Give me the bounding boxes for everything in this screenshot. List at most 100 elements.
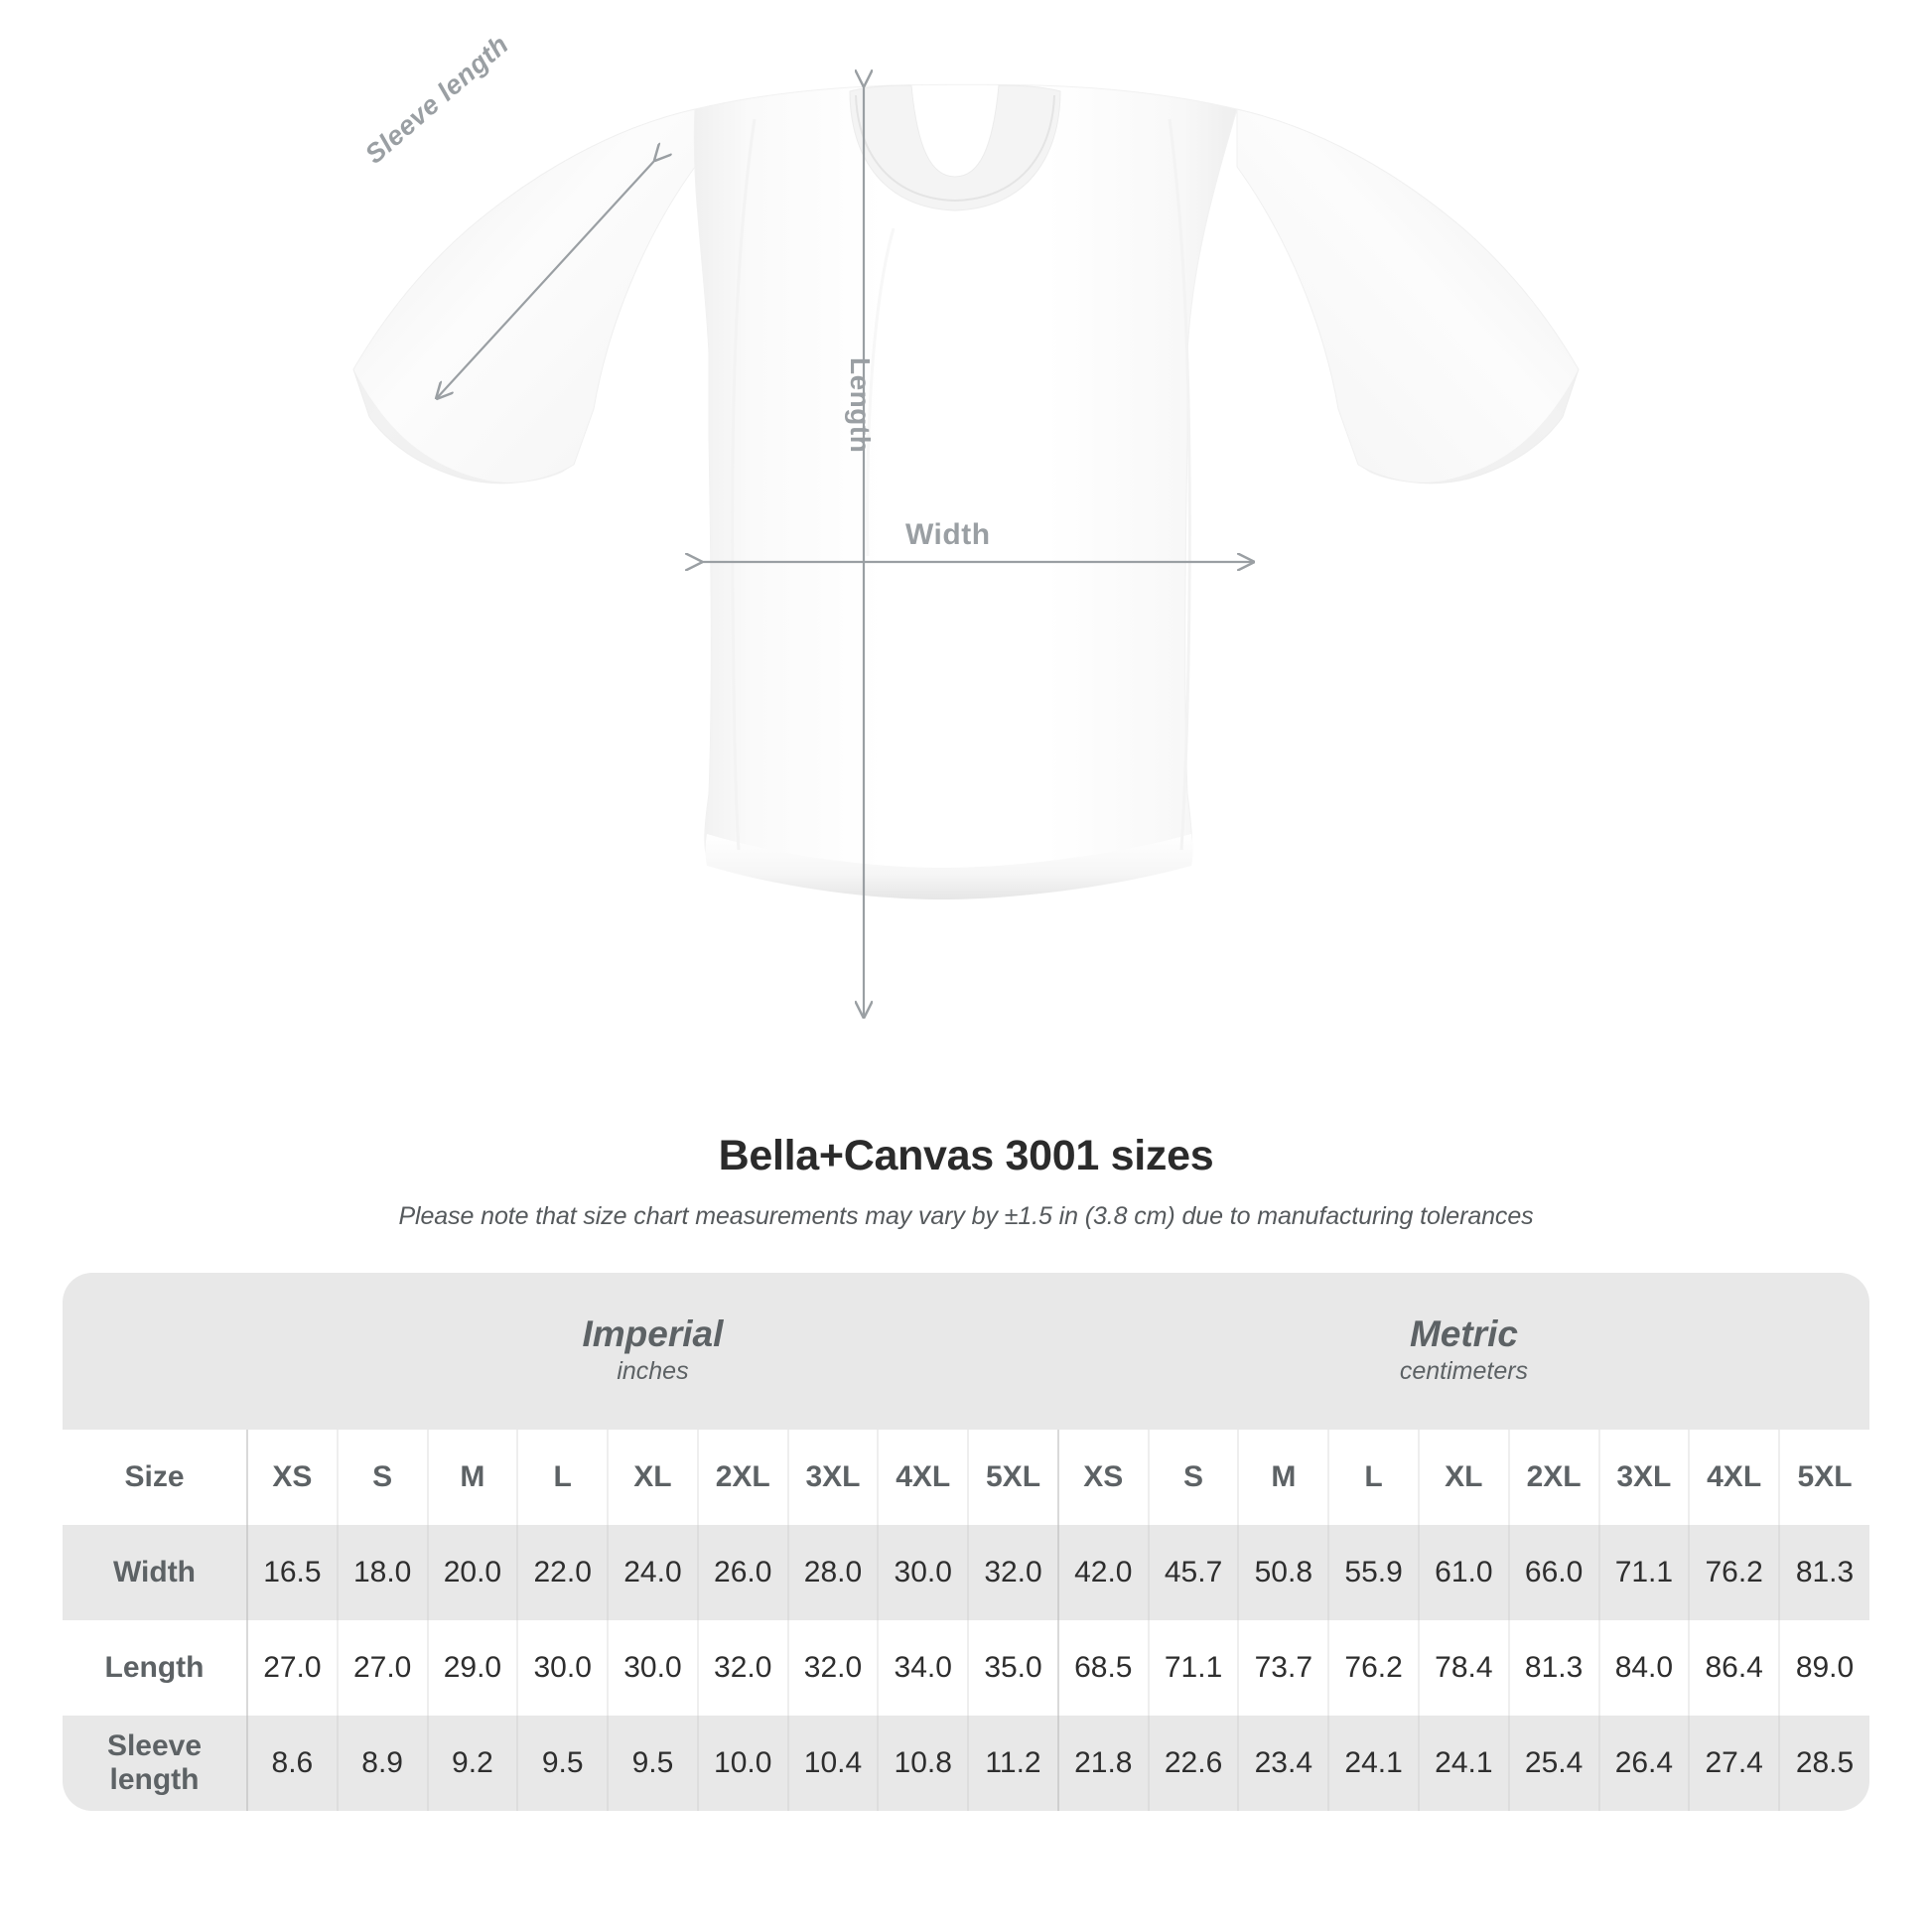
width-cell: 66.0 — [1507, 1525, 1599, 1620]
size-cell: S — [336, 1430, 428, 1525]
width-cell: 45.7 — [1147, 1525, 1239, 1620]
sleeve-length-cell: 25.4 — [1507, 1716, 1599, 1811]
size-cell: XL — [607, 1430, 698, 1525]
width-cell: 81.3 — [1778, 1525, 1869, 1620]
width-cell: 22.0 — [516, 1525, 609, 1620]
size-cell: S — [1147, 1430, 1239, 1525]
sleeve-length-cell: 11.2 — [967, 1716, 1058, 1811]
size-cell: 5XL — [1778, 1430, 1869, 1525]
length-label: Length — [845, 357, 876, 454]
length-cell: 35.0 — [967, 1620, 1058, 1716]
length-cell: 29.0 — [426, 1620, 518, 1716]
row-header-width: Width — [63, 1525, 247, 1620]
sleeve-length-cell: 21.8 — [1056, 1716, 1149, 1811]
width-cell: 71.1 — [1597, 1525, 1690, 1620]
left-sleeve — [352, 108, 696, 484]
row-header-length: Length — [63, 1620, 247, 1716]
width-cell: 28.0 — [786, 1525, 879, 1620]
sleeve-length-cell: 8.6 — [246, 1716, 338, 1811]
size-cell: 4XL — [1688, 1430, 1780, 1525]
width-cell: 24.0 — [607, 1525, 698, 1620]
width-cell: 30.0 — [877, 1525, 969, 1620]
sleeve-length-cell: 8.9 — [336, 1716, 428, 1811]
length-cell: 32.0 — [786, 1620, 879, 1716]
length-cell: 32.0 — [696, 1620, 788, 1716]
length-cell: 78.4 — [1417, 1620, 1509, 1716]
measurement-arrows — [437, 85, 1253, 1017]
unit-group-metric-name: Metric — [1409, 1312, 1518, 1354]
length-cell: 81.3 — [1507, 1620, 1599, 1716]
sleeve-length-cell: 9.2 — [426, 1716, 518, 1811]
length-cell: 84.0 — [1597, 1620, 1690, 1716]
width-cell: 16.5 — [246, 1525, 338, 1620]
sleeve-length-cell: 24.1 — [1327, 1716, 1419, 1811]
width-cell: 76.2 — [1688, 1525, 1780, 1620]
length-cell: 68.5 — [1056, 1620, 1149, 1716]
length-cell: 30.0 — [607, 1620, 698, 1716]
sleeve-length-cell: 24.1 — [1417, 1716, 1509, 1811]
size-cell: 4XL — [877, 1430, 969, 1525]
sleeve-length-arrow — [437, 160, 655, 398]
sleeve-length-cell: 10.0 — [696, 1716, 788, 1811]
size-cell: M — [1237, 1430, 1329, 1525]
size-cell: XL — [1417, 1430, 1509, 1525]
sleeve-length-cell: 10.8 — [877, 1716, 969, 1811]
length-cell: 34.0 — [877, 1620, 969, 1716]
size-cell: 2XL — [1507, 1430, 1599, 1525]
sleeve-length-cell: 10.4 — [786, 1716, 879, 1811]
unit-banner-spacer — [63, 1273, 247, 1430]
page-title: Bella+Canvas 3001 sizes — [718, 1132, 1214, 1179]
length-cell: 76.2 — [1327, 1620, 1419, 1716]
row-header-sleeve-length: Sleeve length — [63, 1716, 247, 1811]
size-cell: 5XL — [967, 1430, 1058, 1525]
width-cell: 32.0 — [967, 1525, 1058, 1620]
unit-group-imperial-sub: inches — [617, 1357, 689, 1386]
size-cell: M — [426, 1430, 518, 1525]
unit-group-metric: Metric centimeters — [1057, 1273, 1869, 1430]
shirt-shape — [352, 83, 1580, 899]
width-cell: 61.0 — [1417, 1525, 1509, 1620]
size-chart-table-container: Imperial inches Metric centimeters Size … — [63, 1273, 1869, 1811]
table-row-sleeve-length: Sleeve length 8.6 8.9 9.2 9.5 9.5 10.0 10.4 10.… — [63, 1716, 1869, 1811]
size-cell: XS — [1056, 1430, 1149, 1525]
size-header-row: Size XS S M L XL 2XL 3XL 4XL 5XL XS S M L XL 2XL 3XL 4XL… — [63, 1430, 1869, 1525]
unit-banner-row: Imperial inches Metric centimeters — [63, 1273, 1869, 1430]
size-cell: 3XL — [786, 1430, 879, 1525]
title-block: Bella+Canvas 3001 sizes Please note that… — [0, 1132, 1932, 1231]
table-row-length: Length 27.0 27.0 29.0 30.0 30.0 32.0 32.0 34.0 3… — [63, 1620, 1869, 1716]
length-cell: 71.1 — [1147, 1620, 1239, 1716]
tshirt-illustration — [352, 0, 1580, 1112]
unit-group-imperial: Imperial inches — [247, 1273, 1058, 1430]
page-subtitle: Please note that size chart measurements… — [398, 1202, 1534, 1230]
sleeve-length-cell: 9.5 — [516, 1716, 609, 1811]
width-label: Width — [905, 518, 991, 551]
size-cell: L — [516, 1430, 609, 1525]
size-chart-table: Imperial inches Metric centimeters Size … — [63, 1273, 1869, 1811]
width-cell: 55.9 — [1327, 1525, 1419, 1620]
tshirt-diagram: Sleeve length Length Width — [352, 0, 1580, 1112]
length-cell: 27.0 — [246, 1620, 338, 1716]
sleeve-length-cell: 28.5 — [1778, 1716, 1869, 1811]
row-header-size: Size — [63, 1430, 247, 1525]
size-cell: 3XL — [1597, 1430, 1690, 1525]
shirt-body — [693, 83, 1238, 891]
sleeve-length-cell: 22.6 — [1147, 1716, 1239, 1811]
width-cell: 18.0 — [336, 1525, 428, 1620]
sleeve-length-cell: 23.4 — [1237, 1716, 1329, 1811]
sleeve-length-cell: 26.4 — [1597, 1716, 1690, 1811]
unit-group-metric-sub: centimeters — [1399, 1357, 1529, 1386]
width-cell: 26.0 — [696, 1525, 788, 1620]
sleeve-length-cell: 27.4 — [1688, 1716, 1780, 1811]
unit-group-imperial-name: Imperial — [582, 1312, 724, 1354]
right-sleeve — [1236, 108, 1580, 484]
length-cell: 30.0 — [516, 1620, 609, 1716]
size-cell: 2XL — [696, 1430, 788, 1525]
length-cell: 86.4 — [1688, 1620, 1780, 1716]
sleeve-length-cell: 9.5 — [607, 1716, 698, 1811]
width-cell: 20.0 — [426, 1525, 518, 1620]
size-cell: XS — [246, 1430, 338, 1525]
length-cell: 89.0 — [1778, 1620, 1869, 1716]
collar — [849, 84, 1061, 211]
size-cell: L — [1327, 1430, 1419, 1525]
width-cell: 50.8 — [1237, 1525, 1329, 1620]
